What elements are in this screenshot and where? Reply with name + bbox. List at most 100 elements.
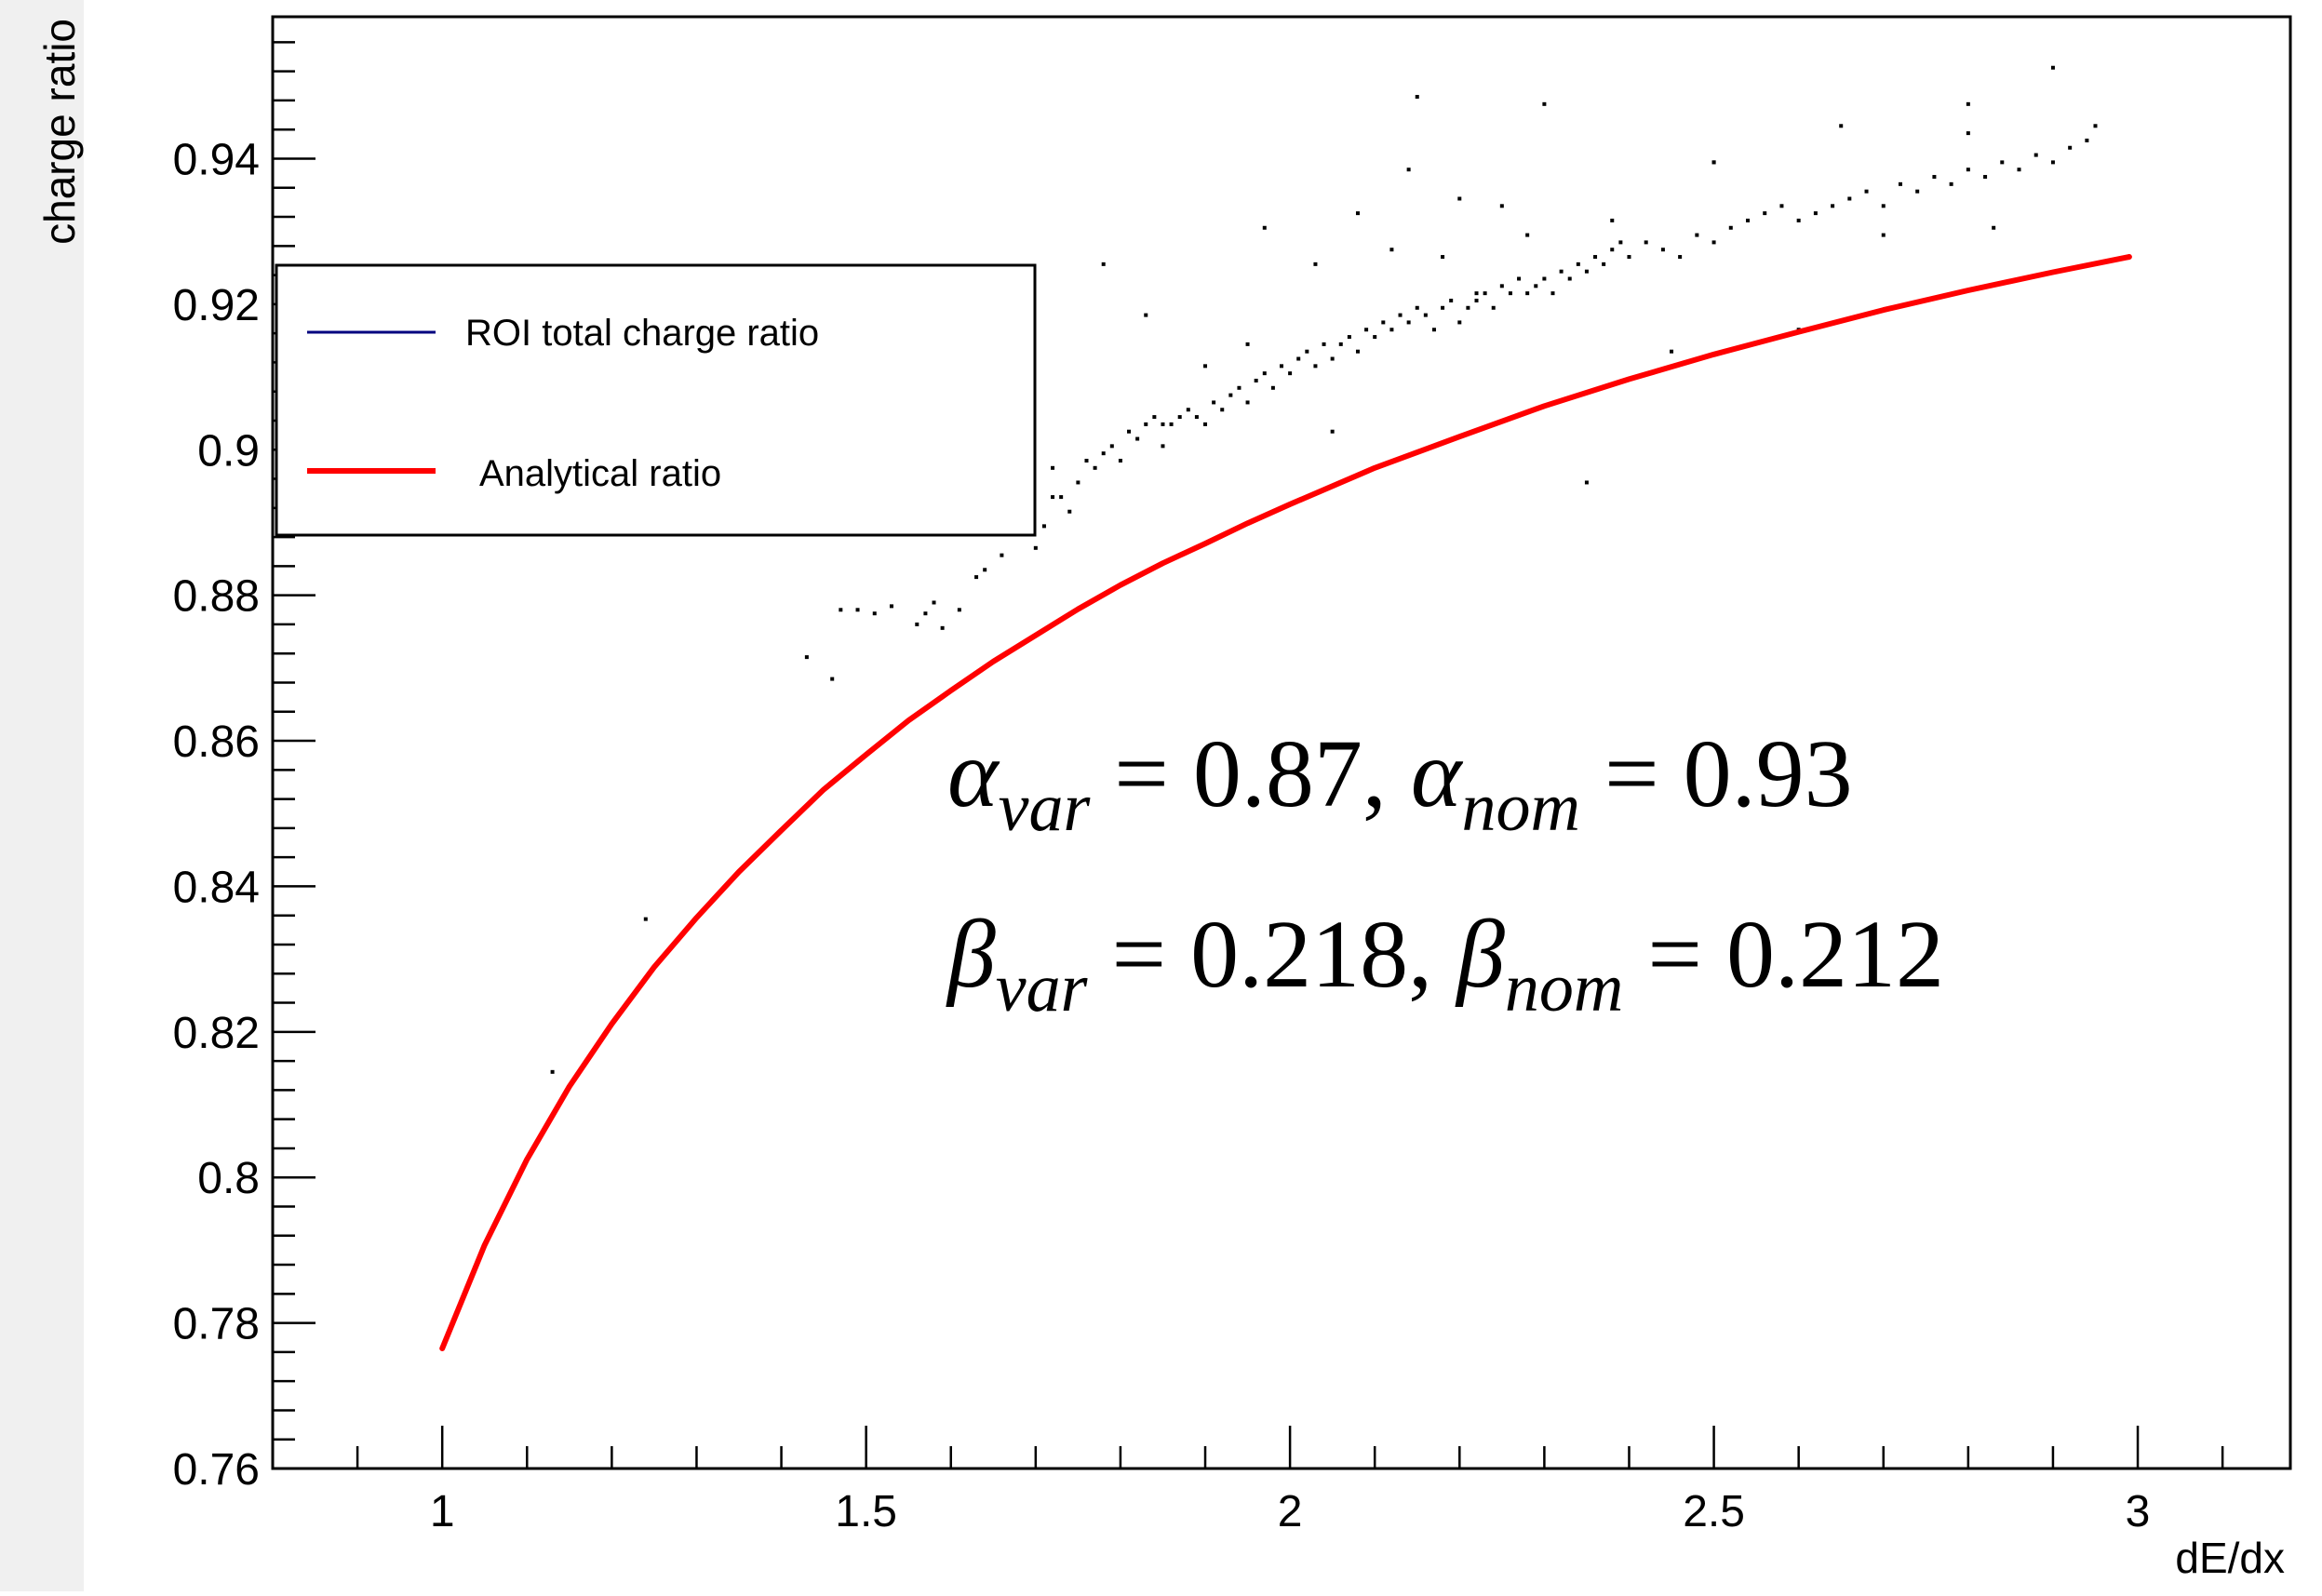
scatter-point xyxy=(1228,393,1233,397)
scatter-point xyxy=(1093,465,1097,470)
scatter-point xyxy=(1966,168,1970,172)
scatter-point xyxy=(2050,65,2055,70)
scatter-point xyxy=(2050,160,2055,165)
scatter-point xyxy=(1796,218,1801,222)
scatter-point xyxy=(1499,284,1504,288)
scatter-point xyxy=(923,611,928,616)
beta-nom-value: = 0.212 xyxy=(1623,901,1944,1008)
scatter-point xyxy=(1542,101,1547,106)
scatter-point xyxy=(1355,211,1360,216)
scatter-point xyxy=(1550,291,1555,296)
scatter-point xyxy=(1262,371,1267,376)
scatter-point xyxy=(1525,291,1530,296)
scatter-point xyxy=(1441,305,1445,310)
scatter-point xyxy=(855,608,860,612)
scatter-point xyxy=(1237,385,1242,390)
y-tick-label: 0.92 xyxy=(173,281,260,330)
scatter-point xyxy=(1270,385,1275,390)
scatter-point xyxy=(1262,225,1267,230)
scatter-point xyxy=(974,575,979,580)
scatter-point xyxy=(550,1069,555,1074)
beta-var-symbol: β xyxy=(946,901,996,1008)
scatter-point xyxy=(1466,305,1470,310)
beta-var-value: = 0.218, xyxy=(1087,901,1456,1008)
scatter-point xyxy=(940,625,945,630)
scatter-point xyxy=(1711,240,1716,245)
scatter-point xyxy=(1864,189,1869,194)
scatter-point xyxy=(1932,175,1937,180)
scatter-point xyxy=(1457,320,1462,325)
alpha-nom-value: = 0.93 xyxy=(1580,720,1853,827)
scatter-point xyxy=(1457,196,1462,201)
scatter-point xyxy=(1338,342,1343,346)
scatter-point xyxy=(1584,269,1589,274)
scatter-point xyxy=(1678,255,1683,260)
scatter-point xyxy=(1398,313,1403,317)
alpha-nom-symbol: α xyxy=(1411,720,1464,827)
scatter-point xyxy=(1135,436,1140,441)
scatter-point xyxy=(1567,276,1572,281)
scatter-point xyxy=(1041,524,1046,529)
y-tick-labels: 0.76 0.78 0.8 0.82 0.84 0.86 0.88 0.9 0.92 0.94 xyxy=(173,135,260,1495)
scatter-point xyxy=(1525,233,1530,237)
scatter-point xyxy=(2093,124,2098,128)
scatter-point xyxy=(1966,131,1970,136)
scatter-point xyxy=(1881,204,1886,208)
scatter-point xyxy=(1161,444,1165,449)
scatter-point xyxy=(1415,95,1419,100)
scatter-point xyxy=(1711,160,1716,165)
y-tick-label: 0.76 xyxy=(173,1445,260,1495)
scatter-point xyxy=(1992,225,1996,230)
scatter-point xyxy=(983,568,987,572)
scatter-point xyxy=(1881,233,1886,237)
scatter-point xyxy=(1177,415,1182,420)
scatter-point xyxy=(1406,168,1411,172)
plot-frame xyxy=(271,15,2292,1470)
scatter-point xyxy=(2033,153,2038,157)
scatter-point xyxy=(1483,291,1487,296)
scatter-point xyxy=(1322,342,1326,346)
scatter-point xyxy=(1203,364,1208,369)
scatter-point xyxy=(1051,495,1055,500)
annotation-beta: βvar = 0.218, βnom = 0.212 xyxy=(946,901,1944,1026)
scatter-point xyxy=(1593,255,1598,260)
scatter-point xyxy=(1033,545,1038,550)
alpha-var-value: = 0.87, xyxy=(1090,720,1411,827)
scatter-point xyxy=(1313,364,1318,369)
scatter-point xyxy=(1559,269,1564,274)
scatter-point xyxy=(1517,276,1522,281)
left-margin-strip xyxy=(0,0,84,1591)
y-tick-label: 0.8 xyxy=(197,1154,260,1203)
y-tick-label: 0.84 xyxy=(173,863,260,912)
scatter-point xyxy=(1144,313,1148,317)
scatter-point xyxy=(1381,320,1386,325)
x-axis-title: dE/dx xyxy=(2175,1534,2285,1582)
scatter-point xyxy=(1441,255,1445,260)
scatter-point xyxy=(1067,509,1072,514)
scatter-point xyxy=(1144,422,1148,426)
scatter-point xyxy=(1101,451,1106,456)
scatter-point xyxy=(1280,364,1283,369)
scatter-point xyxy=(839,608,843,612)
scatter-point xyxy=(1474,298,1479,302)
scatter-point xyxy=(1101,262,1106,266)
scatter-point xyxy=(1602,262,1606,266)
scatter-series xyxy=(550,65,2098,1074)
analytical-ratio-curve xyxy=(439,254,2132,1351)
scatter-point xyxy=(1610,218,1615,222)
x-tick-label: 2.5 xyxy=(1683,1487,1745,1536)
scatter-point xyxy=(1915,189,1920,194)
scatter-point xyxy=(1627,255,1631,260)
beta-var-subscript: var xyxy=(996,950,1089,1026)
y-tick-label: 0.78 xyxy=(173,1300,260,1349)
scatter-point xyxy=(1186,408,1190,412)
scatter-point xyxy=(1415,305,1419,310)
scatter-point xyxy=(1576,262,1580,266)
scatter-point xyxy=(1373,335,1377,340)
scatter-point xyxy=(1728,225,1733,230)
scatter-point xyxy=(1618,240,1623,245)
scatter-point xyxy=(1949,181,1953,186)
scatter-point xyxy=(872,611,877,616)
